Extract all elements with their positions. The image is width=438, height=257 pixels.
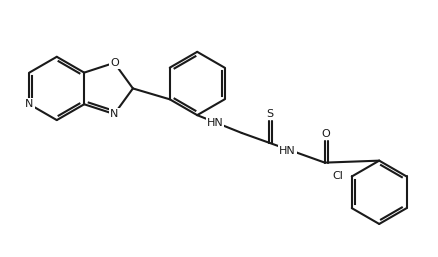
Text: Cl: Cl xyxy=(332,171,343,181)
Text: HN: HN xyxy=(206,118,223,128)
Text: N: N xyxy=(110,109,118,119)
Text: O: O xyxy=(110,58,118,68)
Text: N: N xyxy=(25,99,33,109)
Text: HN: HN xyxy=(278,146,295,156)
Text: O: O xyxy=(321,129,329,139)
Text: S: S xyxy=(265,109,272,119)
